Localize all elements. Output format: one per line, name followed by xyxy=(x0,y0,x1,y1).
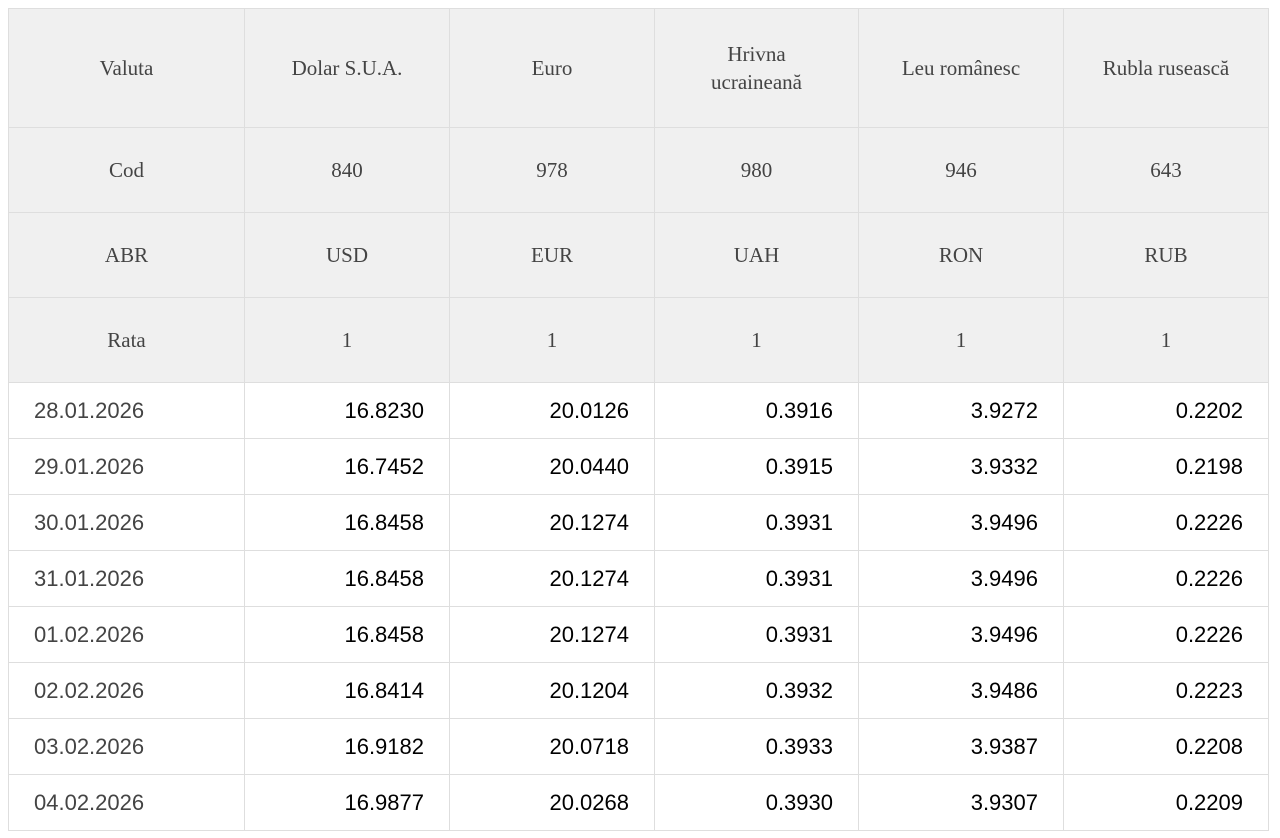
date-cell: 02.02.2026 xyxy=(8,662,245,719)
rate-cell: 0.3930 xyxy=(654,774,859,831)
date-cell: 31.01.2026 xyxy=(8,550,245,607)
header-row: Cod 840 978 980 946 643 xyxy=(8,127,1269,213)
rate-cell: 16.8458 xyxy=(244,606,450,663)
rate-cell: 16.8230 xyxy=(244,382,450,439)
rate-cell: 3.9307 xyxy=(858,774,1064,831)
header-cell: Rata xyxy=(8,297,245,383)
rate-cell: 0.2208 xyxy=(1063,718,1269,775)
data-row: 01.02.2026 16.8458 20.1274 0.3931 3.9496 0.22… xyxy=(8,606,1269,663)
header-cell: 643 xyxy=(1063,127,1269,213)
rate-cell: 0.3933 xyxy=(654,718,859,775)
header-cell: Leu românesc xyxy=(858,8,1064,128)
rate-cell: 16.9877 xyxy=(244,774,450,831)
header-cell: Hrivna ucraineană xyxy=(654,8,859,128)
header-cell: 1 xyxy=(1063,297,1269,383)
rate-cell: 20.1204 xyxy=(449,662,655,719)
rate-cell: 0.2226 xyxy=(1063,550,1269,607)
header-cell: ABR xyxy=(8,212,245,298)
header-cell: Dolar S.U.A. xyxy=(244,8,450,128)
header-cell: 980 xyxy=(654,127,859,213)
data-row: 29.01.2026 16.7452 20.0440 0.3915 3.9332 0.21… xyxy=(8,438,1269,495)
rate-cell: 20.0718 xyxy=(449,718,655,775)
table-body: Valuta Dolar S.U.A. Euro Hrivna ucraineană L… xyxy=(8,8,1269,831)
data-row: 02.02.2026 16.8414 20.1204 0.3932 3.9486 0.22… xyxy=(8,662,1269,719)
header-cell: EUR xyxy=(449,212,655,298)
rate-cell: 16.9182 xyxy=(244,718,450,775)
rate-cell: 3.9496 xyxy=(858,494,1064,551)
header-cell: 1 xyxy=(654,297,859,383)
rate-cell: 0.2209 xyxy=(1063,774,1269,831)
header-cell: Cod xyxy=(8,127,245,213)
header-cell: Euro xyxy=(449,8,655,128)
header-cell: RUB xyxy=(1063,212,1269,298)
header-cell: 978 xyxy=(449,127,655,213)
header-cell: Rubla rusească xyxy=(1063,8,1269,128)
data-row: 03.02.2026 16.9182 20.0718 0.3933 3.9387 0.22… xyxy=(8,718,1269,775)
rate-cell: 20.1274 xyxy=(449,606,655,663)
rate-cell: 20.1274 xyxy=(449,550,655,607)
header-cell: 946 xyxy=(858,127,1064,213)
data-row: 31.01.2026 16.8458 20.1274 0.3931 3.9496 0.22… xyxy=(8,550,1269,607)
rate-cell: 16.8458 xyxy=(244,494,450,551)
rate-cell: 0.3931 xyxy=(654,494,859,551)
header-cell: 1 xyxy=(449,297,655,383)
date-cell: 03.02.2026 xyxy=(8,718,245,775)
date-cell: 30.01.2026 xyxy=(8,494,245,551)
header-cell: USD xyxy=(244,212,450,298)
header-cell: 1 xyxy=(858,297,1064,383)
exchange-rate-table: Valuta Dolar S.U.A. Euro Hrivna ucraineană L… xyxy=(8,8,1269,831)
rate-cell: 16.7452 xyxy=(244,438,450,495)
rate-cell: 20.1274 xyxy=(449,494,655,551)
rate-cell: 3.9496 xyxy=(858,606,1064,663)
rate-cell: 0.2226 xyxy=(1063,494,1269,551)
header-cell: 1 xyxy=(244,297,450,383)
rate-cell: 20.0440 xyxy=(449,438,655,495)
rate-cell: 0.3931 xyxy=(654,550,859,607)
rate-cell: 16.8414 xyxy=(244,662,450,719)
rate-cell: 0.3931 xyxy=(654,606,859,663)
rate-cell: 0.2223 xyxy=(1063,662,1269,719)
header-cell: Valuta xyxy=(8,8,245,128)
date-cell: 04.02.2026 xyxy=(8,774,245,831)
data-row: 30.01.2026 16.8458 20.1274 0.3931 3.9496 0.22… xyxy=(8,494,1269,551)
rate-cell: 3.9332 xyxy=(858,438,1064,495)
rate-cell: 0.2202 xyxy=(1063,382,1269,439)
header-row: Rata 1 1 1 1 1 xyxy=(8,297,1269,383)
header-cell: 840 xyxy=(244,127,450,213)
rate-cell: 20.0268 xyxy=(449,774,655,831)
rate-cell: 0.3916 xyxy=(654,382,859,439)
header-row: ABR USD EUR UAH RON RUB xyxy=(8,212,1269,298)
header-row: Valuta Dolar S.U.A. Euro Hrivna ucraineană L… xyxy=(8,8,1269,128)
date-cell: 29.01.2026 xyxy=(8,438,245,495)
rate-cell: 0.2226 xyxy=(1063,606,1269,663)
header-cell: UAH xyxy=(654,212,859,298)
header-cell: RON xyxy=(858,212,1064,298)
date-cell: 28.01.2026 xyxy=(8,382,245,439)
rate-cell: 3.9486 xyxy=(858,662,1064,719)
rate-cell: 3.9496 xyxy=(858,550,1064,607)
rate-cell: 20.0126 xyxy=(449,382,655,439)
rate-cell: 3.9387 xyxy=(858,718,1064,775)
rate-cell: 16.8458 xyxy=(244,550,450,607)
rate-cell: 0.3915 xyxy=(654,438,859,495)
date-cell: 01.02.2026 xyxy=(8,606,245,663)
data-row: 28.01.2026 16.8230 20.0126 0.3916 3.9272 0.22… xyxy=(8,382,1269,439)
rate-cell: 0.2198 xyxy=(1063,438,1269,495)
rate-cell: 0.3932 xyxy=(654,662,859,719)
data-row: 04.02.2026 16.9877 20.0268 0.3930 3.9307 0.22… xyxy=(8,774,1269,831)
rate-cell: 3.9272 xyxy=(858,382,1064,439)
